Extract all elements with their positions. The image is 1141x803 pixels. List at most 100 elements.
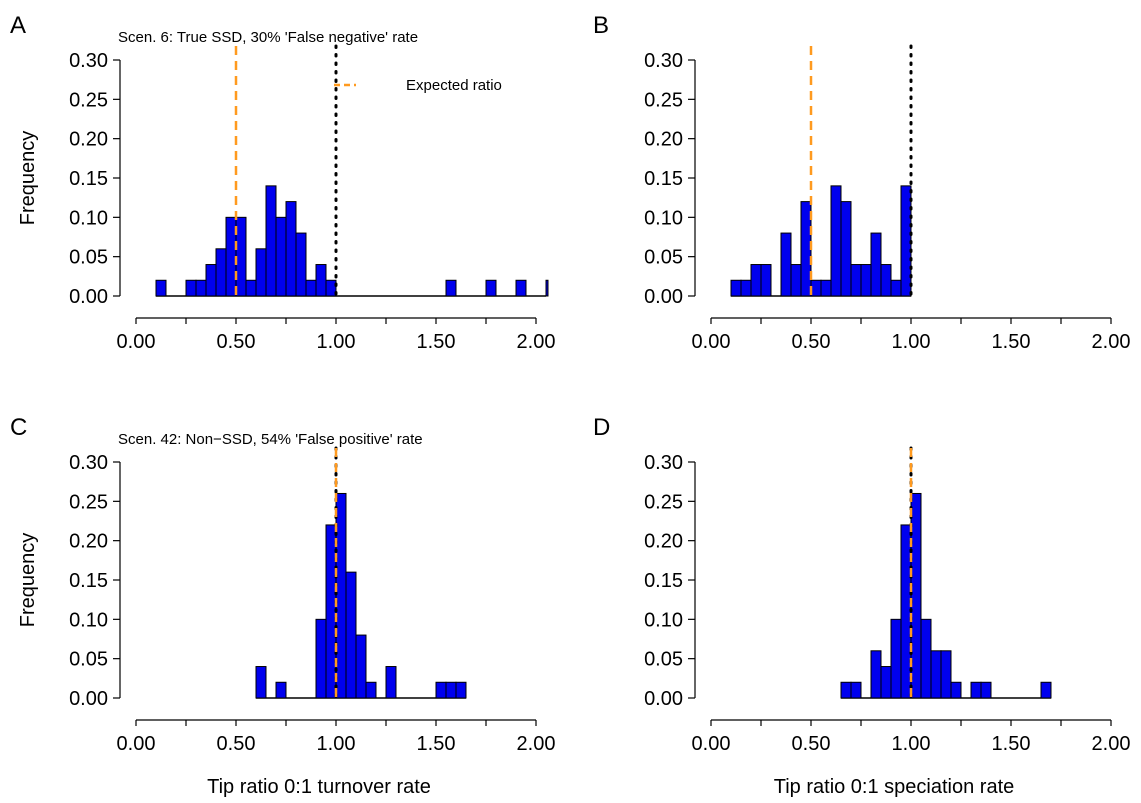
panel-c-histogram-bar <box>255 666 267 699</box>
panel-a-y-tick-label: 0.25 <box>69 89 108 111</box>
panel-d-histogram-bar <box>1040 681 1052 699</box>
panel-b-histogram-bar <box>840 201 852 297</box>
panel-b-y-tick-label: 0.10 <box>644 207 683 229</box>
panel-c-x-tick-label: 1.00 <box>317 733 356 755</box>
panel-d-histogram-bar <box>910 492 922 699</box>
panel-b-histogram-bar <box>830 185 842 297</box>
panel-d-histogram-bar <box>890 618 902 699</box>
panel-b-x-tick-label: 1.50 <box>992 331 1031 353</box>
panel-d-x-tick-label: 1.50 <box>992 733 1031 755</box>
panel-c-histogram-bar <box>435 681 447 699</box>
panel-d-x-axis-title: Tip ratio 0:1 speciation rate <box>774 776 1015 798</box>
panel-a-histogram-bar <box>215 248 227 297</box>
panel-d-histogram-bar <box>870 650 882 699</box>
panel-c-histogram-bar <box>445 681 457 699</box>
panel-c-histogram-bar <box>275 681 287 699</box>
panel-d-histogram-bar <box>850 681 862 699</box>
panel-b-y-tick-label: 0.25 <box>644 89 683 111</box>
panel-a-histogram-bar <box>225 216 237 297</box>
panel-d-x-tick-label: 2.00 <box>1092 733 1131 755</box>
panel-b-histogram-bar <box>820 279 832 297</box>
panel-b-histogram-bar <box>730 279 742 297</box>
panel-d-y-tick-label: 0.00 <box>644 688 683 710</box>
panel-a-x-tick-label: 0.50 <box>217 331 256 353</box>
panel-b-histogram-bar <box>740 279 752 297</box>
panel-a-histogram-bar <box>285 201 297 297</box>
panel-c-histogram-bar <box>365 681 377 699</box>
panel-c-x-tick-label: 0.50 <box>217 733 256 755</box>
panel-a-x-tick-label: 1.50 <box>417 331 456 353</box>
panel-b-histogram-bar <box>870 232 882 297</box>
panel-b-histogram-bar <box>880 264 892 297</box>
panel-b-y-tick-label: 0.00 <box>644 286 683 308</box>
panel-a-histogram-bar <box>445 279 457 297</box>
panel-a-histogram-bar <box>515 279 527 297</box>
panel-c-y-tick-label: 0.15 <box>69 570 108 592</box>
panel-d-letter: D <box>593 414 610 441</box>
panel-a-histogram-bar <box>485 279 497 297</box>
panel-d-x-tick-label: 0.50 <box>792 733 831 755</box>
panel-a-histogram-bar <box>235 216 247 297</box>
panel-a-y-tick-label: 0.15 <box>69 168 108 190</box>
panel-c-histogram-bar <box>335 492 347 699</box>
panel-c-y-tick-label: 0.25 <box>69 491 108 513</box>
panel-a-y-tick-label: 0.20 <box>69 129 108 151</box>
panel-a-histogram-bar <box>295 232 307 297</box>
panel-c-histogram-bar <box>315 618 327 699</box>
panel-d-y-tick-label: 0.25 <box>644 491 683 513</box>
panel-a-histogram-bar <box>315 264 327 297</box>
panel-d-histogram-bar <box>980 681 992 699</box>
panel-d-histogram-bar <box>920 618 932 699</box>
panel-d-y-tick-label: 0.10 <box>644 609 683 631</box>
panel-a-histogram-bar <box>205 264 217 297</box>
panel-a-letter: A <box>10 12 26 39</box>
panel-b-histogram-bar <box>790 264 802 297</box>
panel-c-histogram-bar <box>455 681 467 699</box>
panel-b-y-tick-label: 0.30 <box>644 50 683 72</box>
panel-b-histogram-bar <box>780 232 792 297</box>
panel-a-x-tick-label: 2.00 <box>517 331 556 353</box>
panel-b-histogram-bar <box>760 264 772 297</box>
panel-c-y-tick-label: 0.30 <box>69 452 108 474</box>
panel-a-histogram-bar <box>185 279 197 297</box>
panel-b-x-tick-label: 2.00 <box>1092 331 1131 353</box>
panel-b-x-tick-label: 0.50 <box>792 331 831 353</box>
panel-d-histogram-bar <box>940 650 952 699</box>
panel-d-y-tick-label: 0.15 <box>644 570 683 592</box>
panel-c-y-tick-label: 0.20 <box>69 531 108 553</box>
panel-c-x-axis-title: Tip ratio 0:1 turnover rate <box>207 776 431 798</box>
panel-c-histogram-bar <box>355 634 367 699</box>
panel-b-histogram-bar <box>800 201 812 297</box>
panel-a-histogram-bar <box>265 185 277 297</box>
panel-c-y-tick-label: 0.00 <box>69 688 108 710</box>
panel-b-y-tick-label: 0.05 <box>644 247 683 269</box>
panel-b-histogram-bar <box>890 279 902 297</box>
panel-a-y-tick-label: 0.00 <box>69 286 108 308</box>
panel-c-histogram-bar <box>385 666 397 699</box>
panel-c-x-tick-label: 0.00 <box>117 733 156 755</box>
panel-a-histogram-bar <box>545 279 549 297</box>
panel-a-y-tick-label: 0.30 <box>69 50 108 72</box>
panel-c-x-tick-label: 1.50 <box>417 733 456 755</box>
panel-a-histogram-bar <box>195 279 207 297</box>
panel-c-y-tick-label: 0.05 <box>69 649 108 671</box>
panel-d-histogram-bar <box>970 681 982 699</box>
panel-b-x-tick-label: 1.00 <box>892 331 931 353</box>
panel-c-title: Scen. 42: Non−SSD, 54% 'False positive' … <box>118 431 423 448</box>
panel-a-histogram-bar <box>155 279 167 297</box>
panel-c-letter: C <box>10 414 27 441</box>
panel-a-legend-label: Expected ratio <box>406 77 502 94</box>
panel-c-y-tick-label: 0.10 <box>69 609 108 631</box>
panel-a-histogram-bar <box>325 279 337 297</box>
panel-d-histogram-bar <box>840 681 852 699</box>
panel-b-letter: B <box>593 12 609 39</box>
panel-a-x-tick-label: 0.00 <box>117 331 156 353</box>
panel-b-histogram-bar <box>850 264 862 297</box>
panel-a-title: Scen. 6: True SSD, 30% 'False negative' … <box>118 29 418 46</box>
panel-a-y-axis-title: Frequency <box>17 131 39 226</box>
panel-c-histogram-bar <box>345 571 357 699</box>
panel-b-histogram-bar <box>750 264 762 297</box>
panel-b-histogram-bar <box>900 185 912 297</box>
panel-b-y-tick-label: 0.15 <box>644 168 683 190</box>
